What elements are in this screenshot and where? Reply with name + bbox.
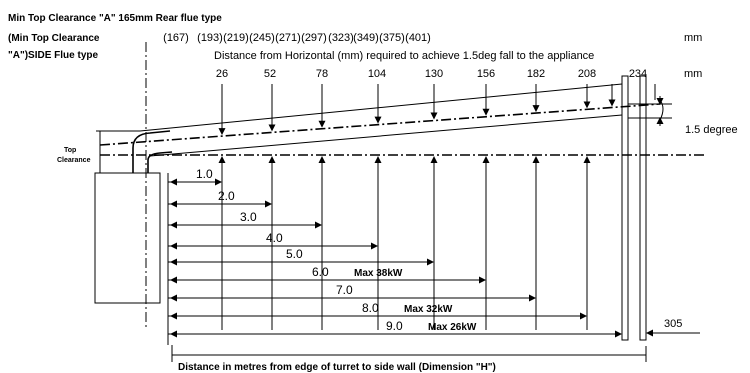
side-wall (621, 75, 629, 341)
side-wall-outer (639, 75, 647, 341)
distance-label-7: 8.0 (362, 301, 379, 315)
distance-label-0: 1.0 (196, 167, 213, 181)
flue-pipe-top (139, 83, 623, 132)
bottom-caption: Distance in metres from edge of turret t… (178, 362, 496, 373)
side-value-9: (401) (405, 32, 431, 44)
max-output-label-5: Max 38kW (354, 268, 403, 279)
wall-thickness-label: 305 (664, 318, 682, 330)
unit-mm-rear: mm (684, 68, 702, 80)
flue-pipe-bottom (149, 114, 623, 157)
rear-value-0: 26 (216, 68, 228, 80)
distance-label-2: 3.0 (240, 210, 257, 224)
side-value-3: (245) (249, 32, 275, 44)
side-value-2: (219) (223, 32, 249, 44)
rear-value-8: 234 (629, 68, 647, 80)
distance-label-3: 4.0 (266, 231, 283, 245)
header-line-3: "A")SIDE Flue type (8, 50, 98, 61)
side-value-7: (349) (353, 32, 379, 44)
side-value-6: (323) (328, 32, 354, 44)
side-value-4: (271) (275, 32, 301, 44)
header-line-1: Min Top Clearance "A" 165mm Rear flue ty… (8, 13, 222, 24)
unit-mm-side: mm (684, 32, 702, 44)
top-clearance-label-1: Top (64, 147, 76, 154)
distance-label-1: 2.0 (218, 189, 235, 203)
max-output-label-7: Max 32kW (404, 304, 453, 315)
rear-value-5: 156 (477, 68, 495, 80)
rear-value-4: 130 (425, 68, 443, 80)
appliance-box (94, 172, 161, 304)
side-flue-values: (167) (193) (219) (245) (271) (297) (323) (349)… (163, 32, 431, 44)
rear-value-7: 208 (578, 68, 596, 80)
top-clearance-label-2: Clearance (57, 157, 91, 164)
distance-label-8: 9.0 (386, 319, 403, 333)
distance-label-5: 6.0 (312, 265, 329, 279)
distance-label-4: 5.0 (286, 247, 303, 261)
rear-value-1: 52 (264, 68, 276, 80)
rear-flue-values: 26 52 78 104 130 156 182 208 234 (216, 68, 647, 80)
angle-label: 1.5 degree (685, 124, 738, 136)
distance-caption: Distance from Horizontal (mm) required t… (214, 50, 594, 62)
side-value-5: (297) (301, 32, 327, 44)
max-output-label-8: Max 26kW (428, 322, 477, 333)
rear-value-6: 182 (527, 68, 545, 80)
side-value-8: (375) (379, 32, 405, 44)
side-value-1: (193) (197, 32, 223, 44)
distance-label-6: 7.0 (336, 283, 353, 297)
flue-pipe-centre (99, 103, 661, 146)
fall-arrows (218, 84, 656, 330)
side-value-0: (167) (163, 32, 189, 44)
flue-elbow-outer (132, 130, 171, 173)
rear-value-2: 78 (316, 68, 328, 80)
header-line-2: (Min Top Clearance (8, 33, 100, 44)
rear-value-3: 104 (368, 68, 386, 80)
